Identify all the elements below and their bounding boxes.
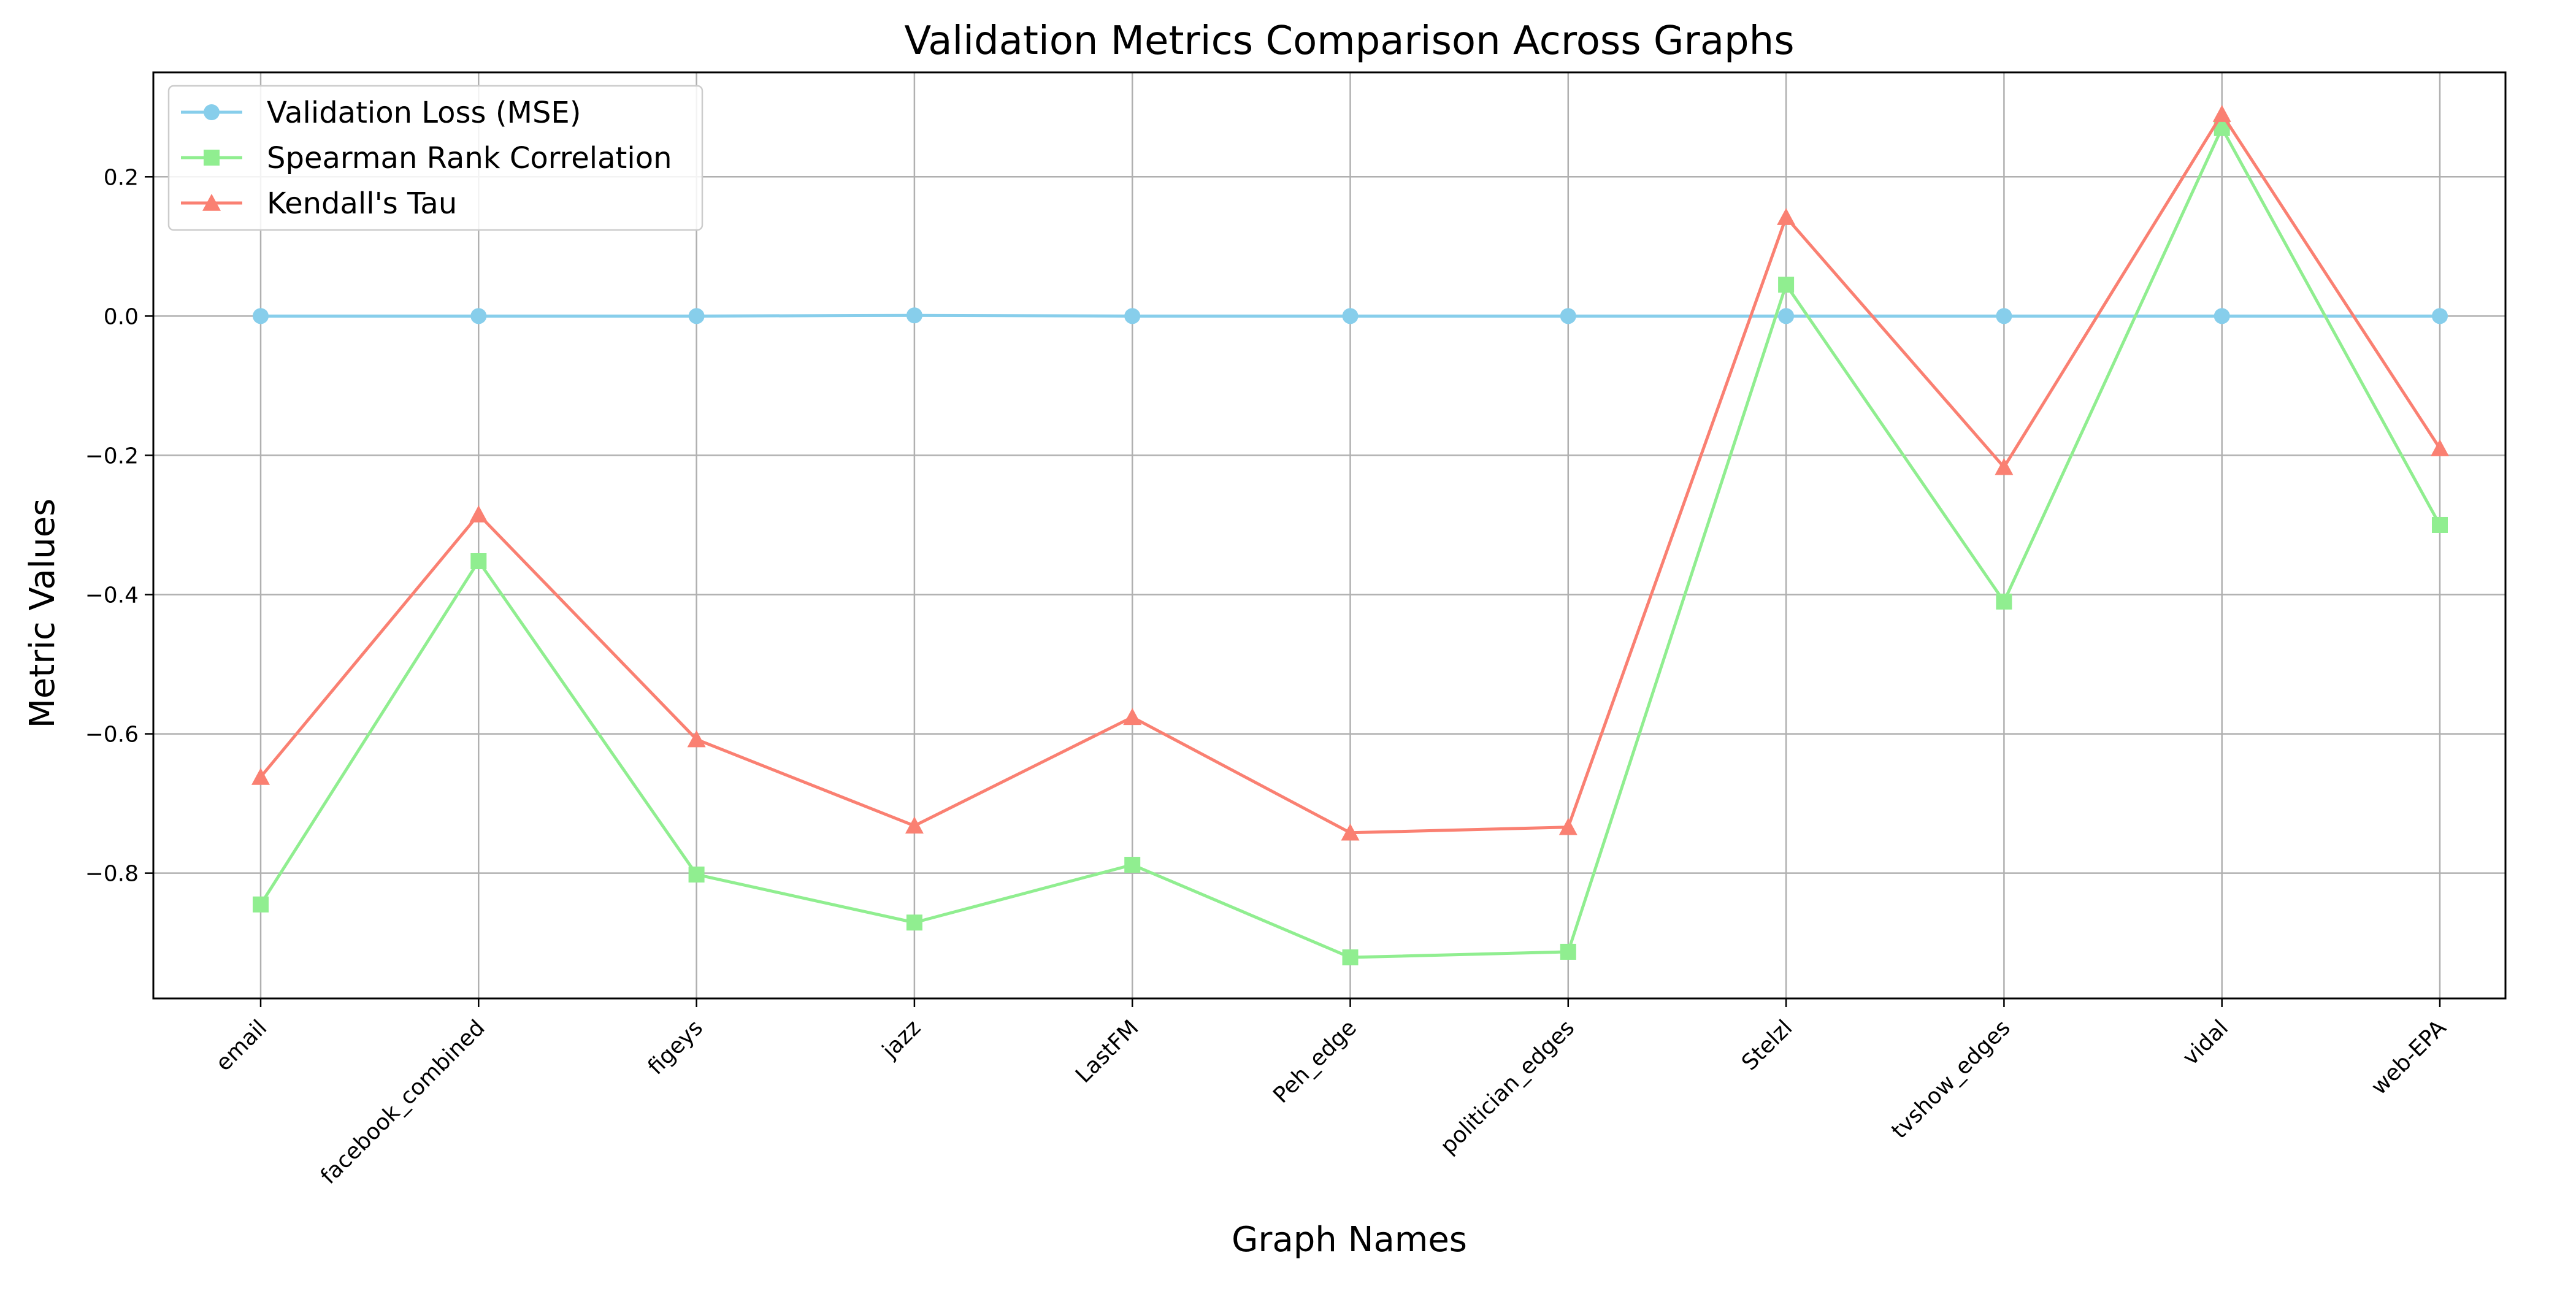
legend-label: Spearman Rank Correlation (267, 141, 672, 175)
y-axis-title: Metric Values (23, 499, 63, 729)
legend-marker (204, 150, 220, 166)
data-point (1996, 593, 2012, 610)
data-point (2212, 105, 2231, 122)
data-point (906, 307, 922, 324)
data-point (1123, 708, 1142, 726)
data-point (1342, 308, 1359, 324)
data-point (1124, 308, 1141, 324)
series-0 (253, 307, 2448, 324)
y-tick-label: 0.2 (104, 165, 139, 190)
x-tick-label: figeys (643, 1015, 708, 1079)
x-tick-label: Stelzl (1737, 1015, 1797, 1075)
legend: Validation Loss (MSE) Spearman Rank Corre… (167, 85, 703, 231)
data-point (253, 308, 269, 324)
legend-label: Kendall's Tau (267, 186, 457, 221)
plot-frame (152, 71, 2507, 1000)
data-point (688, 308, 705, 324)
y-tick-label: −0.2 (85, 443, 139, 469)
y-tick-label: 0.0 (104, 304, 139, 329)
data-point (1778, 277, 1795, 293)
data-point (1777, 208, 1796, 225)
data-point (470, 553, 487, 570)
data-point (688, 866, 705, 883)
data-point (1995, 458, 2014, 475)
x-tick-label: email (211, 1015, 272, 1076)
data-point (687, 730, 706, 748)
y-tick-label: −0.8 (85, 862, 139, 887)
data-point (1342, 949, 1359, 966)
data-point (1778, 308, 1795, 324)
chart-title: Validation Metrics Comparison Across Gra… (904, 18, 1794, 64)
data-point (906, 914, 922, 931)
axes-layer: email facebook_combined figeys jazz LastFM Pe… (85, 71, 2507, 1189)
legend-box (167, 85, 703, 231)
legend-marker (204, 104, 220, 120)
x-axis-title: Graph Names (1232, 1220, 1467, 1260)
data-point (1341, 823, 1360, 841)
x-tick-label: tvshow_edges (1887, 1015, 2015, 1143)
x-tick-label: facebook_combined (316, 1015, 490, 1189)
series-2 (251, 105, 2449, 841)
y-tick-label: −0.6 (85, 722, 139, 748)
data-point (1560, 308, 1576, 324)
x-tick-label: jazz (877, 1015, 926, 1063)
data-point (1560, 943, 1576, 960)
series-layer (251, 105, 2449, 966)
y-tick-label: −0.4 (85, 583, 139, 608)
legend-label: Validation Loss (MSE) (267, 96, 581, 130)
series-1 (253, 120, 2448, 966)
data-point (470, 308, 487, 324)
x-tick-label: Peh_edge (1268, 1015, 1362, 1108)
x-tick-label: politician_edges (1436, 1015, 1579, 1159)
data-point (469, 505, 488, 523)
data-point (2214, 308, 2230, 324)
data-point (1124, 857, 1141, 873)
data-point (2432, 308, 2448, 324)
x-tick-label: LastFM (1071, 1015, 1144, 1088)
data-point (251, 767, 270, 785)
data-point (2431, 439, 2449, 456)
data-point (905, 816, 924, 834)
data-point (1996, 308, 2012, 324)
x-tick-label: vidal (2178, 1015, 2233, 1070)
data-point (2432, 516, 2448, 533)
x-tick-label: web-EPA (2366, 1015, 2451, 1100)
legend-marker (202, 194, 221, 211)
data-point (253, 896, 269, 913)
data-point (1558, 818, 1577, 835)
